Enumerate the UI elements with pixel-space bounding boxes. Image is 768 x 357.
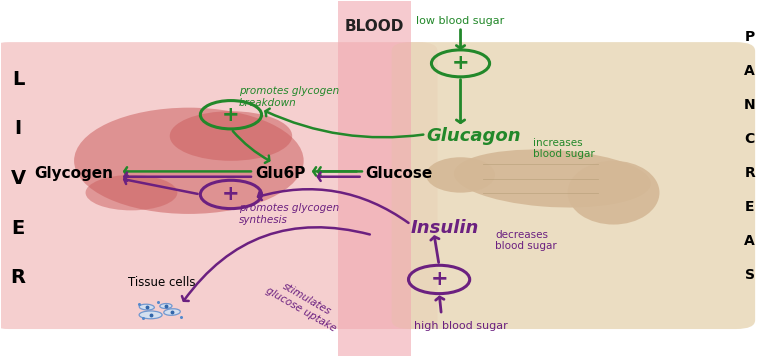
Ellipse shape bbox=[85, 175, 177, 210]
Ellipse shape bbox=[568, 161, 660, 225]
Text: promotes glycogen
breakdown: promotes glycogen breakdown bbox=[239, 86, 339, 108]
Text: E: E bbox=[745, 200, 754, 214]
Text: promotes glycogen
synthesis: promotes glycogen synthesis bbox=[239, 203, 339, 225]
Text: increases
blood sugar: increases blood sugar bbox=[533, 137, 595, 159]
Ellipse shape bbox=[170, 111, 292, 161]
Ellipse shape bbox=[74, 108, 303, 214]
Text: Glu6P: Glu6P bbox=[256, 166, 306, 181]
Ellipse shape bbox=[139, 304, 154, 310]
Text: Insulin: Insulin bbox=[411, 219, 479, 237]
Text: Tissue cells: Tissue cells bbox=[128, 276, 196, 290]
Text: R: R bbox=[11, 268, 25, 287]
Text: L: L bbox=[12, 70, 25, 89]
Text: A: A bbox=[744, 234, 755, 248]
Ellipse shape bbox=[160, 303, 172, 308]
Ellipse shape bbox=[426, 157, 495, 193]
Text: Glucose: Glucose bbox=[365, 166, 432, 181]
Text: S: S bbox=[745, 268, 755, 282]
Text: +: + bbox=[452, 54, 469, 74]
Text: V: V bbox=[11, 169, 26, 188]
Text: Glycogen: Glycogen bbox=[35, 166, 114, 181]
Text: N: N bbox=[744, 98, 756, 112]
Text: Glucagon: Glucagon bbox=[426, 127, 521, 145]
Text: E: E bbox=[12, 218, 25, 238]
Text: low blood sugar: low blood sugar bbox=[416, 16, 505, 26]
Text: R: R bbox=[744, 166, 755, 180]
FancyBboxPatch shape bbox=[392, 42, 755, 329]
Text: C: C bbox=[745, 132, 755, 146]
FancyBboxPatch shape bbox=[0, 42, 438, 329]
Text: high blood sugar: high blood sugar bbox=[414, 321, 508, 331]
Text: I: I bbox=[15, 119, 22, 139]
Text: stimulates
glucose uptake: stimulates glucose uptake bbox=[264, 275, 343, 333]
Text: P: P bbox=[745, 30, 755, 44]
Ellipse shape bbox=[164, 309, 180, 315]
Text: +: + bbox=[222, 105, 240, 125]
Ellipse shape bbox=[139, 311, 162, 319]
Text: +: + bbox=[222, 185, 240, 205]
Text: A: A bbox=[744, 64, 755, 78]
Text: BLOOD: BLOOD bbox=[344, 19, 404, 34]
Text: decreases
blood sugar: decreases blood sugar bbox=[495, 230, 557, 251]
Ellipse shape bbox=[454, 150, 651, 207]
Text: +: + bbox=[430, 270, 448, 290]
Bar bbox=[338, 1, 411, 356]
